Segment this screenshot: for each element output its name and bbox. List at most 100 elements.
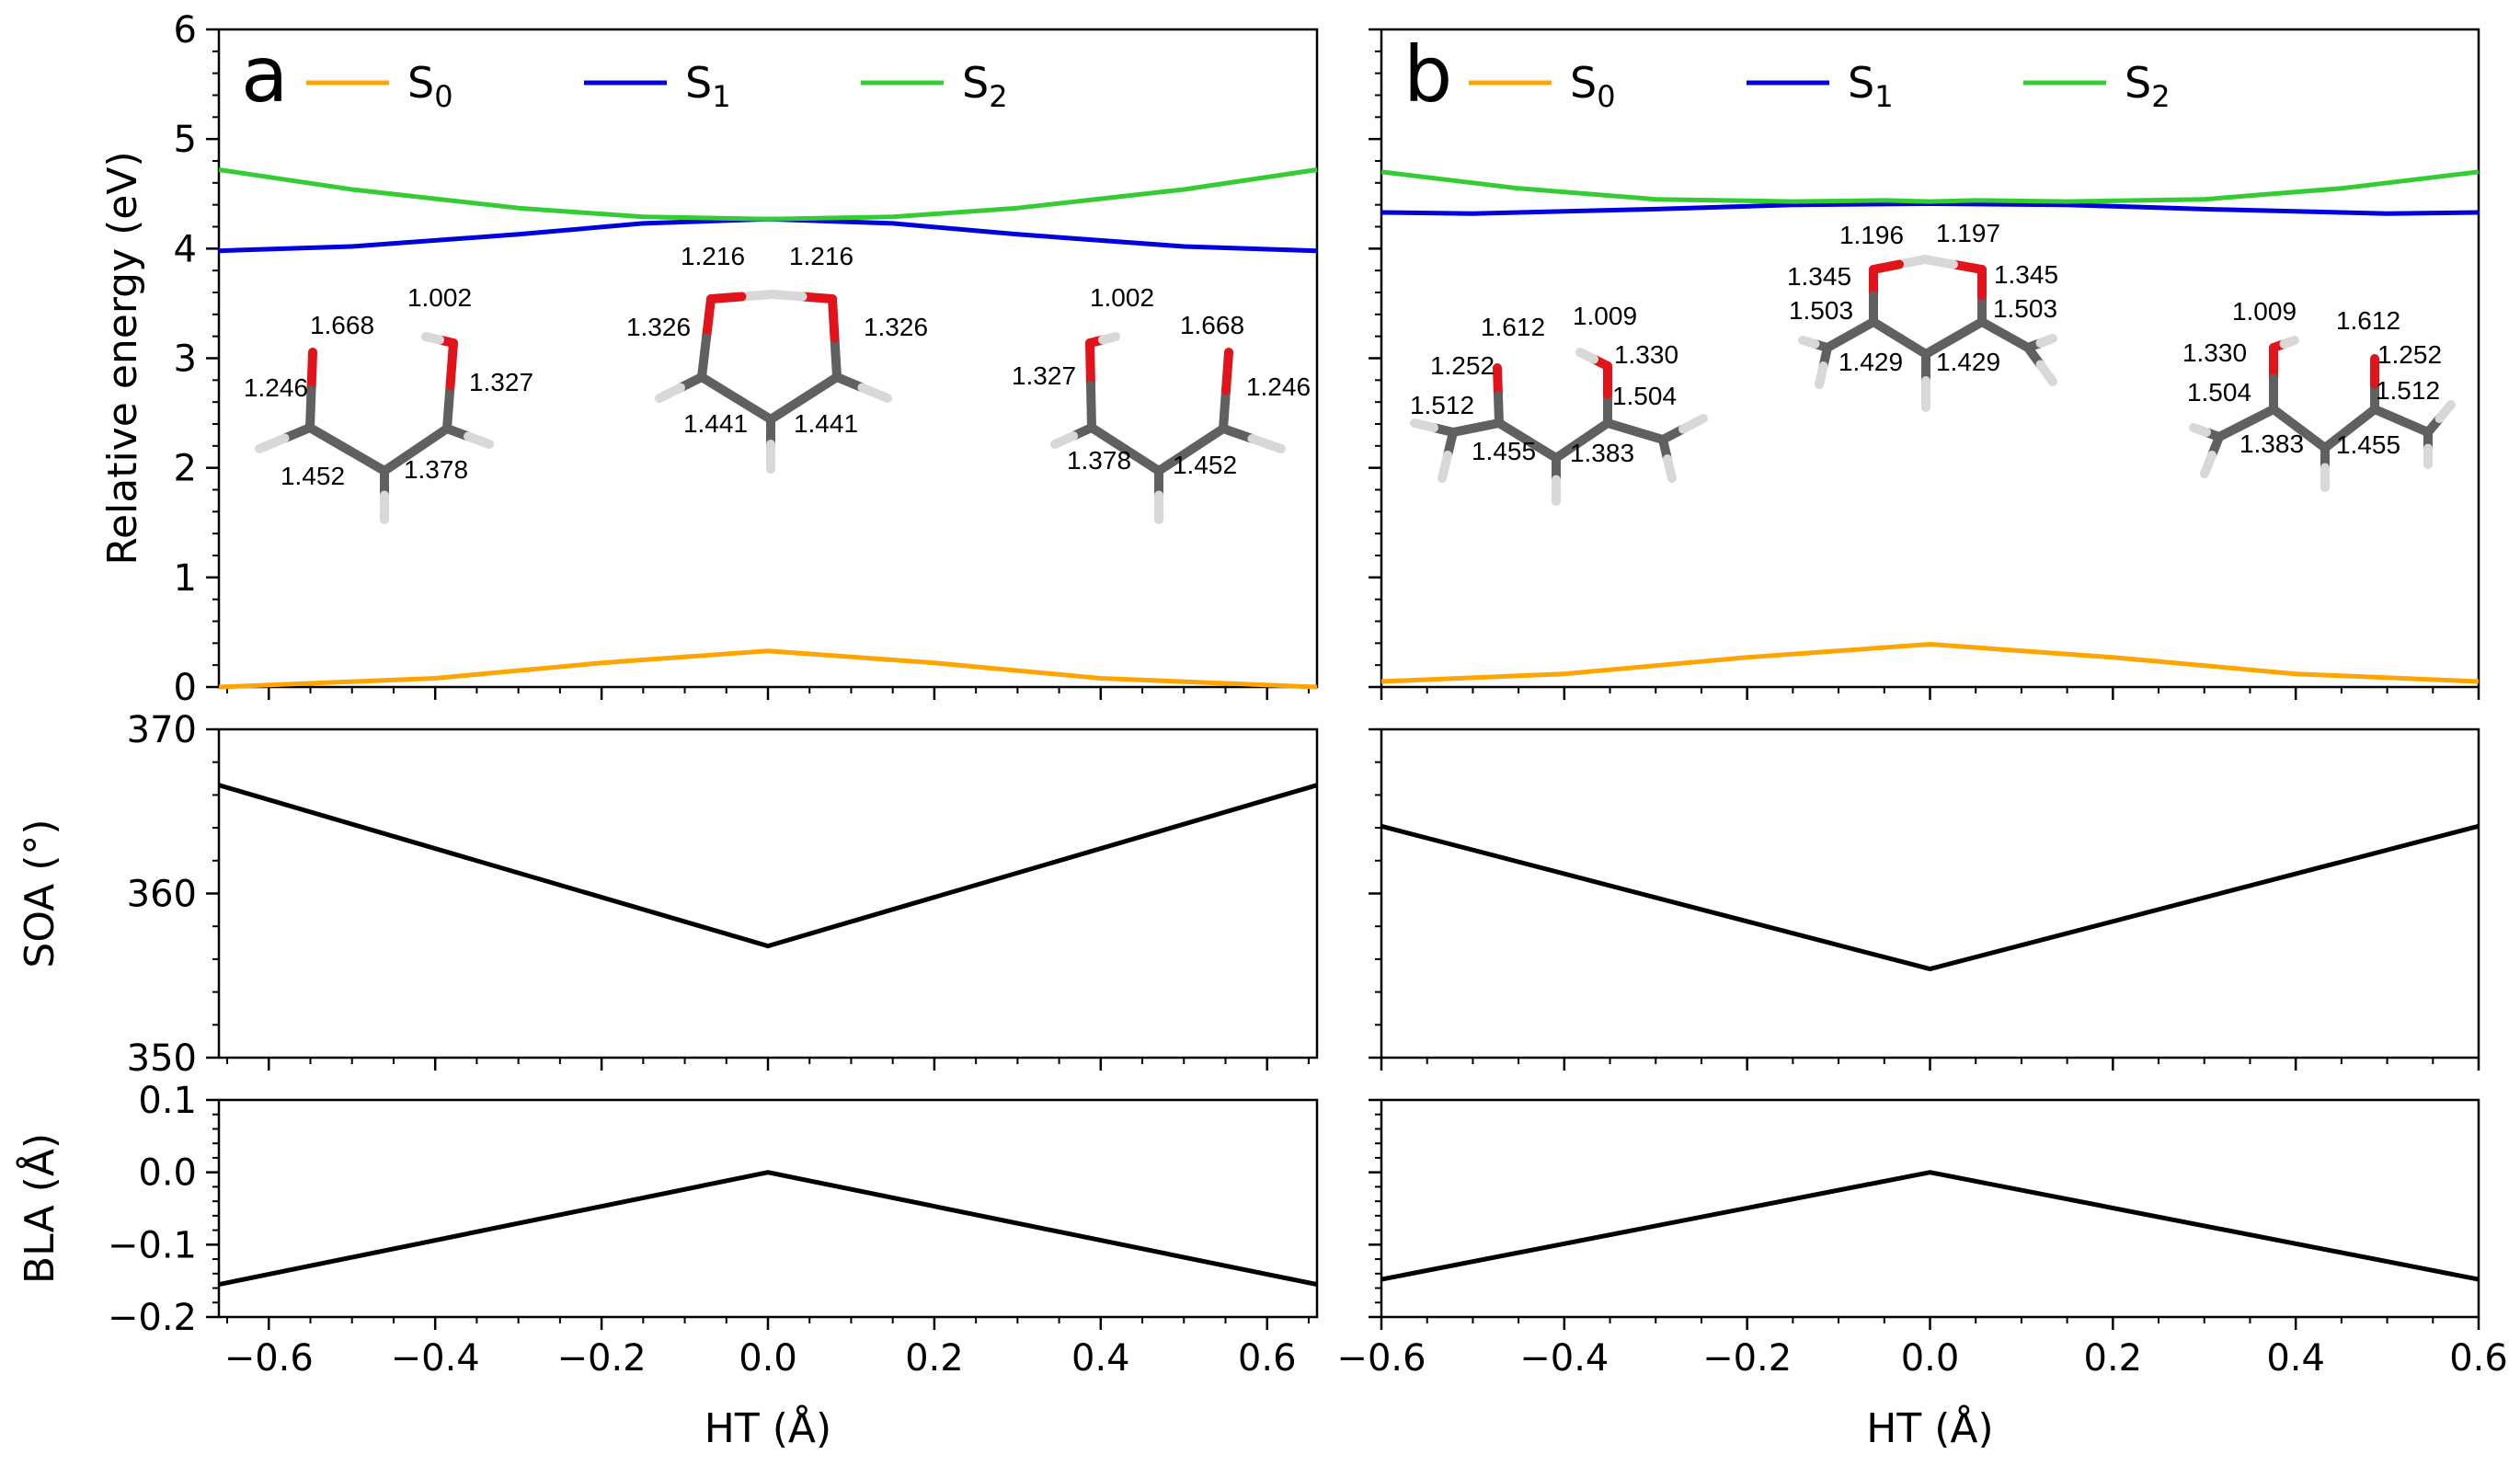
soa-frame: [1380, 727, 2480, 1059]
bond: [1494, 391, 1504, 428]
bond-length-label: 1.612: [2336, 306, 2400, 335]
bond: [2189, 423, 2211, 437]
bond: [1869, 259, 1904, 274]
bond: [305, 385, 316, 432]
bond: [255, 433, 290, 453]
y-tick-label: 1: [174, 557, 197, 600]
bond-length-label: 1.246: [244, 373, 308, 402]
bond-length-label: 1.327: [469, 368, 533, 396]
bond: [737, 290, 777, 302]
y-axis-label: SOA (°): [17, 819, 63, 968]
bond-length-label: 1.345: [1994, 260, 2058, 289]
bla-frame: [217, 1098, 1319, 1319]
bond-length-label: 1.252: [2377, 340, 2442, 369]
series-line: [1380, 1170, 2480, 1282]
molecule: 1.002 1.668 1.327 1.246 1.378 1.452: [1012, 283, 1311, 524]
bond: [2241, 405, 2278, 428]
bond: [2215, 418, 2251, 441]
bla-axes: −0.2 −0.1 0.0 0.1 −0.6 −0.4 −0.2 0.0 0.2 0.4 0.6 BL…: [15, 1080, 1319, 1380]
bond-length-label: 1.378: [404, 455, 468, 484]
bond-length-label: 1.246: [1246, 372, 1311, 401]
molecule: 1.009 1.612 1.330 1.252 1.504 1.512 1.383 1.455: [2182, 297, 2456, 492]
x-tick-label: −0.4: [391, 1337, 480, 1380]
bond-length-label: 1.452: [281, 462, 345, 490]
panel-letter: b: [1403, 29, 1452, 120]
x-tick-label: 0.6: [1238, 1337, 1297, 1380]
bond: [697, 372, 741, 403]
bond: [1247, 434, 1286, 453]
y-axis-label: Relative energy (eV): [99, 151, 146, 565]
bond: [2345, 405, 2379, 433]
bond: [702, 294, 716, 343]
bond-length-label: 1.378: [1067, 446, 1131, 475]
x-tick-label: −0.6: [1336, 1337, 1426, 1380]
bond: [1050, 431, 1078, 449]
bond: [1219, 385, 1231, 433]
series-line: [1380, 823, 2480, 972]
bond-length-label: 1.327: [1012, 361, 1076, 390]
bond: [1949, 259, 1987, 274]
series-line: [218, 783, 1318, 949]
bond: [1493, 363, 1503, 400]
bla-axes: −0.6 −0.4 −0.2 0.0 0.2 0.4 0.6: [1336, 1098, 2508, 1380]
bond: [464, 431, 494, 449]
series-line: [218, 1170, 1318, 1288]
bond-length-label: 1.002: [407, 283, 472, 312]
bond: [342, 444, 389, 475]
bond: [2279, 336, 2299, 349]
bond-length-label: 1.330: [1614, 340, 1678, 369]
x-tick-label: −0.2: [557, 1337, 647, 1380]
y-tick-label: 4: [174, 228, 197, 270]
bond-length-label: 1.455: [2336, 430, 2400, 459]
bond: [1087, 423, 1130, 454]
bond: [421, 332, 444, 345]
series-line-S2: [1380, 169, 2480, 204]
y-tick-label: −0.2: [108, 1297, 197, 1339]
soa-axes: 350 360 370 SOA (°): [17, 709, 1319, 1080]
bond: [1120, 444, 1163, 475]
bond-length-label: 1.196: [1839, 221, 1904, 249]
bond-length-label: 1.503: [1789, 296, 1853, 325]
y-tick-label: 0.0: [138, 1152, 197, 1195]
bond: [1438, 451, 1452, 483]
bond: [380, 445, 420, 475]
bond-length-label: 1.668: [310, 311, 374, 339]
bond: [797, 292, 837, 304]
bond: [2200, 451, 2216, 478]
bond: [305, 423, 352, 454]
legend: S0 S1 S2: [1469, 58, 2171, 114]
series-line-S0: [1380, 642, 2480, 684]
bond: [655, 383, 685, 403]
legend-label-S0: S0: [407, 58, 453, 114]
bond-length-label: 1.383: [2239, 429, 2304, 458]
y-tick-label: 3: [174, 338, 197, 381]
bond: [706, 292, 747, 304]
bond: [1552, 436, 1586, 463]
bond: [1949, 317, 1987, 343]
bond-length-label: 1.504: [1612, 382, 1677, 410]
molecule: 1.196 1.197 1.345 1.345 1.503 1.503 1.429 1.429: [1787, 219, 2058, 412]
bond-length-label: 1.326: [626, 313, 691, 341]
bond: [306, 348, 317, 395]
bond: [1631, 427, 1667, 444]
bond: [1577, 418, 1612, 445]
bond-length-label: 1.330: [2182, 338, 2247, 367]
legend: S0 S1 S2: [306, 58, 1008, 114]
bond-length-label: 1.216: [681, 242, 745, 270]
x-tick-label: 0.2: [905, 1337, 964, 1380]
bond-length-label: 1.455: [1472, 437, 1536, 465]
bond: [1495, 418, 1532, 445]
bond: [2397, 416, 2433, 437]
bond-length-label: 1.197: [1936, 219, 2000, 247]
bond: [1798, 336, 1820, 349]
x-tick-label: 0.2: [2084, 1337, 2143, 1380]
bond-length-label: 1.009: [1573, 302, 1637, 330]
series-line-S0: [218, 648, 1318, 690]
bond-length-label: 1.429: [1838, 348, 1903, 376]
bond: [442, 381, 455, 433]
series-line-S1: [1380, 201, 2480, 216]
bond-length-label: 1.452: [1173, 451, 1237, 479]
